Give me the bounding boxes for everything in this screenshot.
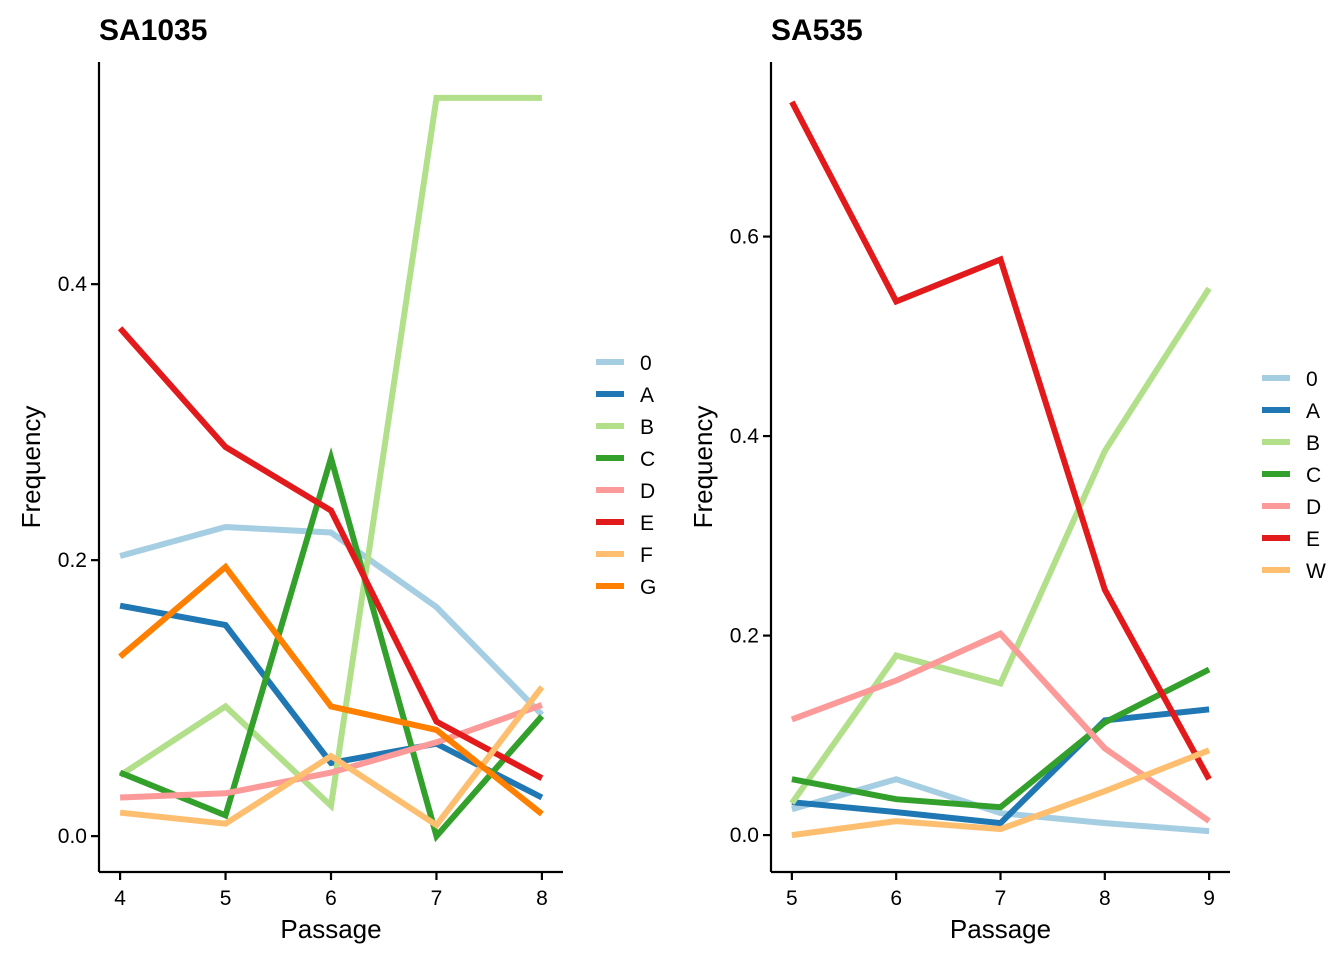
x-tick-label: 9 (1203, 887, 1215, 910)
series-line-W (791, 747, 1211, 839)
y-tick-label: 0.0 (730, 824, 759, 847)
x-tick-label: 8 (536, 887, 548, 910)
y-tick-label: 0.2 (58, 549, 87, 572)
series-line-A (791, 706, 1210, 827)
legend-label: C (1306, 464, 1321, 487)
legend-label: A (640, 384, 654, 407)
x-tick-label: 8 (1099, 887, 1111, 910)
legend-label: G (640, 576, 656, 599)
legend-label: B (640, 416, 654, 439)
x-tick-label: 6 (890, 887, 902, 910)
series-line-B (118, 94, 542, 812)
y-tick-label: 0.2 (730, 625, 759, 648)
series-line-D (790, 629, 1211, 824)
x-tick-label: 4 (114, 887, 126, 910)
series-line-E (117, 326, 544, 781)
y-axis-title: Frequency (16, 406, 46, 529)
series-line-0 (791, 776, 1210, 835)
series-line-G (118, 562, 544, 817)
panel-title: SA535 (771, 14, 863, 47)
x-tick-label: 5 (220, 887, 232, 910)
series-line-E (789, 100, 1212, 781)
x-tick-label: 5 (786, 887, 798, 910)
legend-label: 0 (640, 352, 652, 375)
series-line-0 (119, 523, 545, 717)
legend-label: F (640, 544, 653, 567)
legend-label: E (1306, 528, 1320, 551)
panel-title: SA1035 (99, 14, 207, 47)
y-tick-label: 0.6 (730, 226, 759, 249)
legend-label: D (640, 480, 655, 503)
x-tick-label: 7 (995, 887, 1007, 910)
legend-label: B (1306, 432, 1320, 455)
legend-label: D (1306, 496, 1321, 519)
panel-1: SA535 5 6 7 8 9 0.0 0.2 0.4 0.6 Passage Frequency 0 A… (688, 14, 1326, 944)
legend-label: C (640, 448, 655, 471)
series-line-C (118, 447, 545, 843)
series-line-B (789, 286, 1212, 805)
x-tick-label: 6 (325, 887, 337, 910)
y-tick-label: 0.0 (58, 825, 87, 848)
series-line-F (119, 685, 545, 830)
series-line-C (791, 666, 1211, 811)
legend-label: 0 (1306, 368, 1318, 391)
legend-label: W (1306, 560, 1326, 583)
y-axis-title: Frequency (688, 406, 718, 529)
panel-0: SA1035 4 5 6 7 8 0.0 0.2 0.4 Passage Frequency 0 ABC… (16, 14, 656, 944)
series-line-D (119, 702, 543, 801)
x-axis-title: Passage (950, 914, 1051, 944)
y-tick-label: 0.4 (58, 273, 88, 296)
x-tick-label: 7 (431, 887, 443, 910)
x-axis-title: Passage (280, 914, 381, 944)
y-tick-label: 0.4 (730, 425, 760, 448)
legend-label: E (640, 512, 654, 535)
legend-label: A (1306, 400, 1320, 423)
